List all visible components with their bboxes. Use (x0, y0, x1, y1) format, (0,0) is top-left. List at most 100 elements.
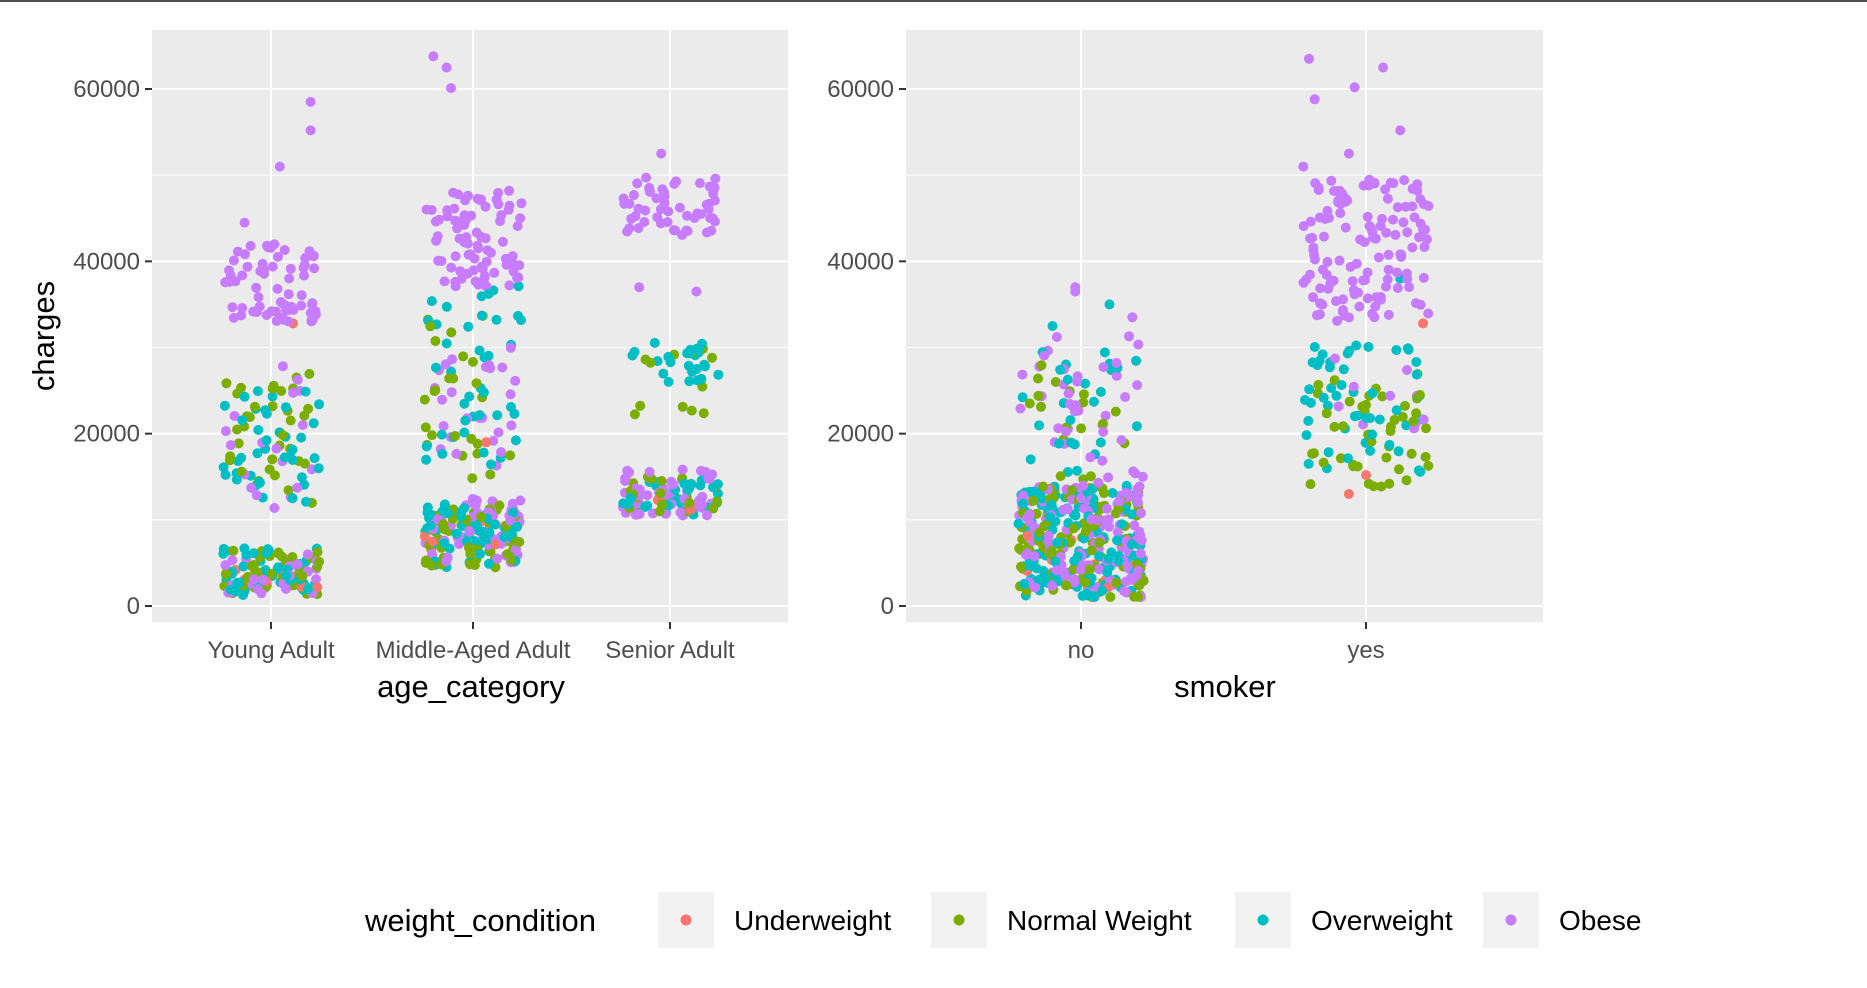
data-point-obese (512, 221, 523, 232)
data-point-overweight (1095, 437, 1106, 448)
data-point-overweight (280, 402, 291, 413)
data-point-normal-weight (463, 542, 474, 553)
data-point-normal-weight (283, 485, 294, 496)
data-point-obese (663, 206, 674, 217)
data-point-obese (298, 262, 309, 273)
data-point-obese (668, 479, 679, 490)
data-point-overweight (1094, 551, 1104, 562)
data-point-obese (1333, 197, 1344, 208)
data-point-underweight (481, 437, 492, 448)
data-point-normal-weight (1034, 527, 1045, 538)
data-point-obese (450, 281, 461, 292)
legend-point-underweight (680, 914, 692, 926)
legend-item-normal-weight: Normal Weight (931, 892, 1192, 948)
data-point-normal-weight (450, 431, 461, 441)
data-point-overweight (1044, 512, 1055, 523)
data-point-normal-weight (656, 476, 667, 486)
data-point-obese (496, 210, 507, 221)
data-point-obese (227, 555, 238, 566)
data-point-normal-weight (485, 469, 496, 480)
data-point-obese (1333, 401, 1344, 412)
data-point-obese (426, 205, 437, 215)
data-point-obese (662, 217, 673, 227)
data-point-normal-weight (233, 438, 244, 449)
data-point-obese (220, 560, 231, 571)
data-point-obese (292, 559, 303, 570)
data-point-obese (1133, 339, 1144, 350)
data-point-normal-weight (1098, 418, 1108, 429)
data-point-overweight (507, 529, 517, 540)
data-point-normal-weight (425, 321, 436, 332)
data-point-obese (1114, 496, 1125, 507)
data-point-obese (1332, 315, 1343, 326)
data-point-obese (710, 173, 721, 184)
data-point-overweight (1066, 437, 1077, 448)
data-point-obese (1338, 307, 1348, 317)
data-point-normal-weight (629, 409, 640, 420)
data-point-obese (701, 227, 712, 238)
data-point-obese (1402, 274, 1413, 284)
data-point-overweight (508, 507, 518, 518)
data-point-overweight (649, 337, 660, 348)
data-point-obese (705, 182, 716, 192)
data-point-underweight (1361, 470, 1371, 480)
data-point-obese (624, 198, 635, 209)
data-point-normal-weight (1329, 421, 1340, 432)
data-point-normal-weight (268, 380, 279, 391)
data-point-obese (1383, 264, 1394, 275)
data-point-normal-weight (1338, 421, 1349, 432)
data-point-obese (292, 482, 303, 493)
data-point-overweight (220, 469, 231, 480)
data-point-obese (258, 575, 269, 585)
y-tick-label: 20000 (827, 421, 894, 448)
data-point-underweight (427, 536, 438, 547)
data-point-normal-weight (1080, 577, 1091, 588)
data-point-obese (1314, 212, 1325, 223)
data-point-obese (702, 510, 712, 521)
data-point-obese (479, 271, 490, 282)
data-point-obese (440, 359, 451, 370)
data-point-overweight (296, 432, 307, 443)
data-point-overweight (684, 483, 695, 493)
data-point-normal-weight (1033, 390, 1044, 401)
data-point-obese (227, 302, 238, 313)
data-point-overweight (1097, 585, 1108, 596)
data-point-obese (228, 255, 239, 266)
data-point-obese (1127, 312, 1138, 323)
data-point-overweight (627, 350, 638, 361)
data-point-obese (432, 231, 443, 242)
data-point-overweight (1351, 340, 1362, 351)
data-point-obese (302, 549, 313, 560)
legend-point-normal-weight (953, 914, 965, 926)
data-point-underweight (419, 531, 430, 542)
data-point-overweight (261, 435, 272, 446)
data-point-obese (1383, 309, 1394, 320)
data-point-obese (1378, 62, 1389, 73)
data-point-overweight (254, 477, 265, 488)
data-point-obese (1369, 177, 1380, 188)
data-point-obese (1418, 199, 1429, 210)
data-point-obese (269, 239, 280, 250)
data-point-overweight (238, 590, 249, 600)
data-point-normal-weight (426, 560, 437, 571)
data-point-obese (1407, 201, 1418, 212)
data-point-overweight (1065, 415, 1076, 425)
legend-label-underweight: Underweight (734, 905, 891, 936)
data-point-normal-weight (1421, 423, 1431, 434)
data-point-obese (1321, 269, 1332, 280)
data-point-overweight (1053, 438, 1064, 449)
data-point-obese (505, 342, 516, 353)
data-point-overweight (451, 528, 462, 539)
data-point-overweight (1324, 362, 1335, 373)
data-point-overweight (1361, 413, 1372, 423)
data-point-obese (500, 253, 511, 264)
data-point-normal-weight (502, 549, 513, 560)
data-point-overweight (237, 415, 248, 426)
data-point-obese (224, 265, 235, 276)
data-point-overweight (1365, 445, 1376, 456)
data-point-obese (1348, 381, 1359, 392)
data-point-overweight (693, 344, 703, 355)
data-point-obese (257, 258, 268, 269)
data-point-obese (1072, 376, 1083, 387)
